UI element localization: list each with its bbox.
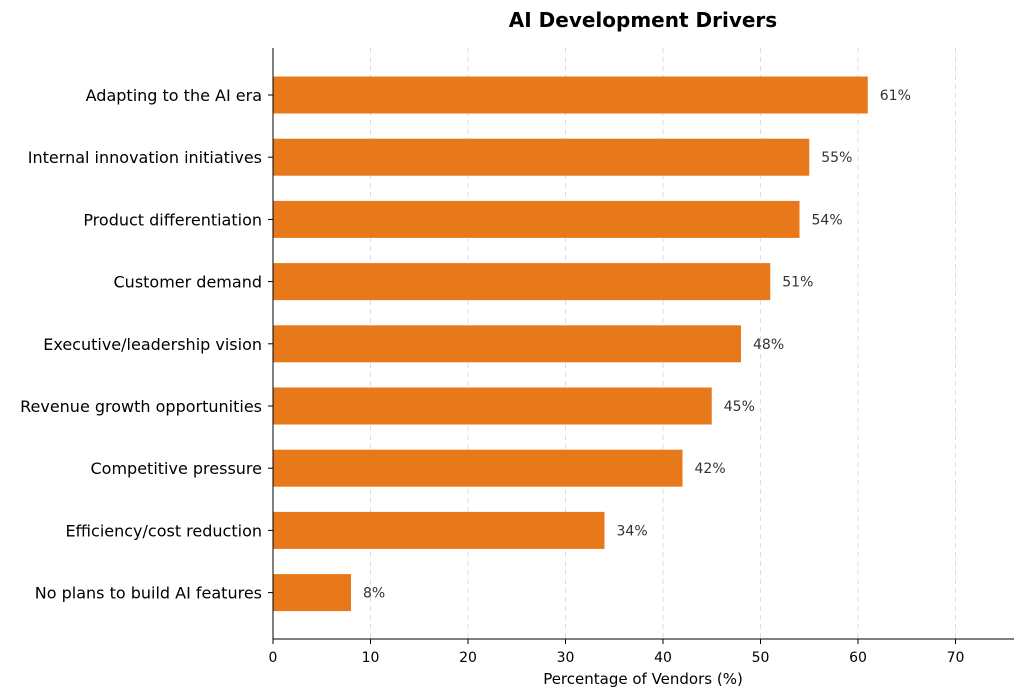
category-label: Adapting to the AI era (86, 86, 262, 105)
bar (273, 574, 351, 612)
value-label: 51% (782, 275, 813, 291)
bar (273, 449, 683, 487)
value-label: 8% (363, 586, 385, 602)
value-label: 55% (821, 150, 852, 166)
value-label: 61% (880, 88, 911, 104)
bar (273, 138, 810, 176)
bar (273, 325, 741, 363)
category-label: Customer demand (114, 273, 263, 292)
bar (273, 200, 800, 238)
x-tick-label: 40 (654, 650, 672, 666)
bar (273, 511, 605, 549)
category-label: Competitive pressure (91, 459, 263, 478)
value-label: 42% (695, 461, 726, 477)
x-ticks: 0 10 20 30 40 50 60 70 (269, 639, 965, 666)
x-tick-label: 0 (269, 650, 278, 666)
category-label: Efficiency/cost reduction (65, 521, 262, 540)
value-label: 34% (617, 523, 648, 539)
x-tick-label: 50 (752, 650, 770, 666)
x-axis-label: Percentage of Vendors (%) (543, 670, 743, 688)
x-tick-label: 20 (459, 650, 477, 666)
bar (273, 76, 868, 114)
value-labels: 61% 55% 54% 51% 48% 45% 42% 34% 8% (363, 88, 911, 602)
chart-title: AI Development Drivers (509, 8, 777, 32)
bar (273, 387, 712, 425)
x-tick-label: 10 (362, 650, 380, 666)
x-tick-label: 70 (947, 650, 965, 666)
value-label: 54% (812, 212, 843, 228)
x-tick-label: 30 (557, 650, 575, 666)
category-label: Internal innovation initiatives (28, 148, 262, 167)
category-labels: Adapting to the AI era Internal innovatio… (20, 86, 273, 603)
x-tick-label: 60 (849, 650, 867, 666)
bars (273, 76, 868, 612)
bar (273, 263, 771, 301)
category-label: No plans to build AI features (35, 584, 262, 603)
category-label: Product differentiation (83, 210, 262, 229)
category-label: Revenue growth opportunities (20, 397, 262, 416)
category-label: Executive/leadership vision (43, 335, 262, 354)
value-label: 45% (724, 399, 755, 415)
value-label: 48% (753, 337, 784, 353)
